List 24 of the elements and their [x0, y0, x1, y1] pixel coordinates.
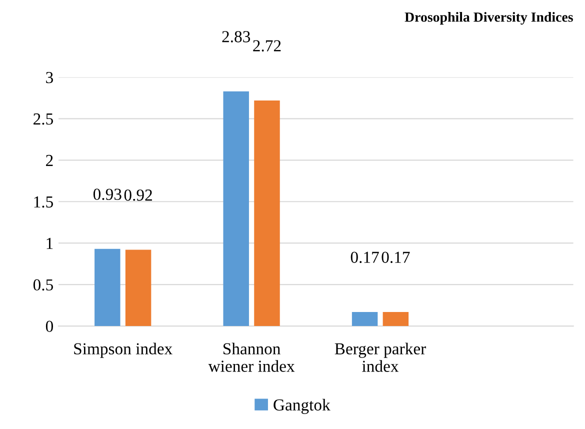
bar [125, 250, 152, 326]
data-label: 2.72 [253, 40, 281, 52]
bar [223, 91, 249, 326]
y-tick-label: 1.5 [34, 196, 53, 208]
data-label: 0.92 [124, 189, 152, 201]
y-tick-label: 0 [46, 320, 54, 332]
bar [352, 312, 378, 326]
chart-title: Drosophila Diversity Indices [404, 12, 573, 25]
data-label: 2.83 [222, 31, 250, 42]
data-label: 0.93 [93, 188, 122, 200]
x-tick-label: Simpson index [74, 342, 172, 358]
bar [94, 248, 120, 326]
legend-label: Gangtok [274, 398, 330, 414]
data-label: 0.17 [382, 252, 410, 264]
data-label: 0.17 [350, 252, 379, 264]
y-tick-label: 0.5 [33, 279, 53, 291]
y-tick-label: 2.5 [34, 113, 53, 125]
y-tick-label: 1 [46, 238, 53, 249]
x-tick-label: Shannon wiener index [208, 342, 295, 372]
y-tick-label: 2 [46, 154, 53, 166]
bar [382, 312, 409, 326]
y-tick-label: 3 [46, 72, 53, 84]
bar [254, 100, 280, 326]
x-tick-label: Berger parker index [334, 342, 426, 372]
